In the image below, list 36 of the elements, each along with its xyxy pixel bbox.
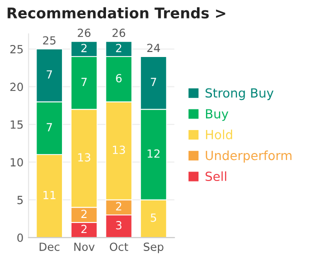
data-label: 2 bbox=[81, 224, 86, 234]
y-tick-label: 10 bbox=[10, 158, 23, 166]
x-tick-label: Oct bbox=[110, 242, 128, 251]
data-label: 7 bbox=[46, 70, 52, 78]
y-tick-label: 15 bbox=[10, 120, 23, 129]
data-label: 2 bbox=[81, 210, 86, 218]
data-label: 3 bbox=[116, 221, 122, 230]
data-label: 13 bbox=[112, 146, 125, 154]
data-label: 6 bbox=[116, 74, 122, 82]
data-label: 7 bbox=[150, 78, 156, 86]
x-tick-label: Nov bbox=[74, 242, 95, 251]
y-tick-label: 20 bbox=[10, 82, 23, 92]
total-label: 26 bbox=[78, 28, 90, 38]
data-label: 2 bbox=[81, 44, 86, 52]
legend-label: Hold bbox=[206, 130, 232, 140]
y-tick-label: 0 bbox=[17, 233, 23, 242]
data-label: 13 bbox=[78, 153, 90, 162]
legend-label: Underperform bbox=[206, 150, 292, 163]
total-label: 24 bbox=[147, 44, 160, 52]
data-label: 7 bbox=[46, 123, 52, 132]
legend-label: Sell bbox=[206, 171, 226, 182]
y-tick-label: 5 bbox=[17, 196, 23, 204]
data-label: 11 bbox=[44, 191, 56, 200]
data-label: 5 bbox=[150, 214, 156, 222]
data-label: 2 bbox=[116, 202, 122, 210]
data-label: 2 bbox=[116, 44, 122, 52]
legend-label: Strong Buy bbox=[206, 88, 274, 100]
data-label: 12 bbox=[148, 149, 160, 158]
total-label: 26 bbox=[112, 28, 126, 38]
x-tick-label: Dec bbox=[40, 242, 60, 251]
legend-label: Buy bbox=[206, 109, 228, 121]
x-tick-label: Sep bbox=[144, 242, 164, 254]
y-tick-label: 25 bbox=[10, 44, 23, 54]
total-label: 25 bbox=[43, 36, 56, 45]
chart-title: Recommendation Trends > bbox=[8, 7, 226, 18]
data-label: 7 bbox=[81, 78, 87, 86]
